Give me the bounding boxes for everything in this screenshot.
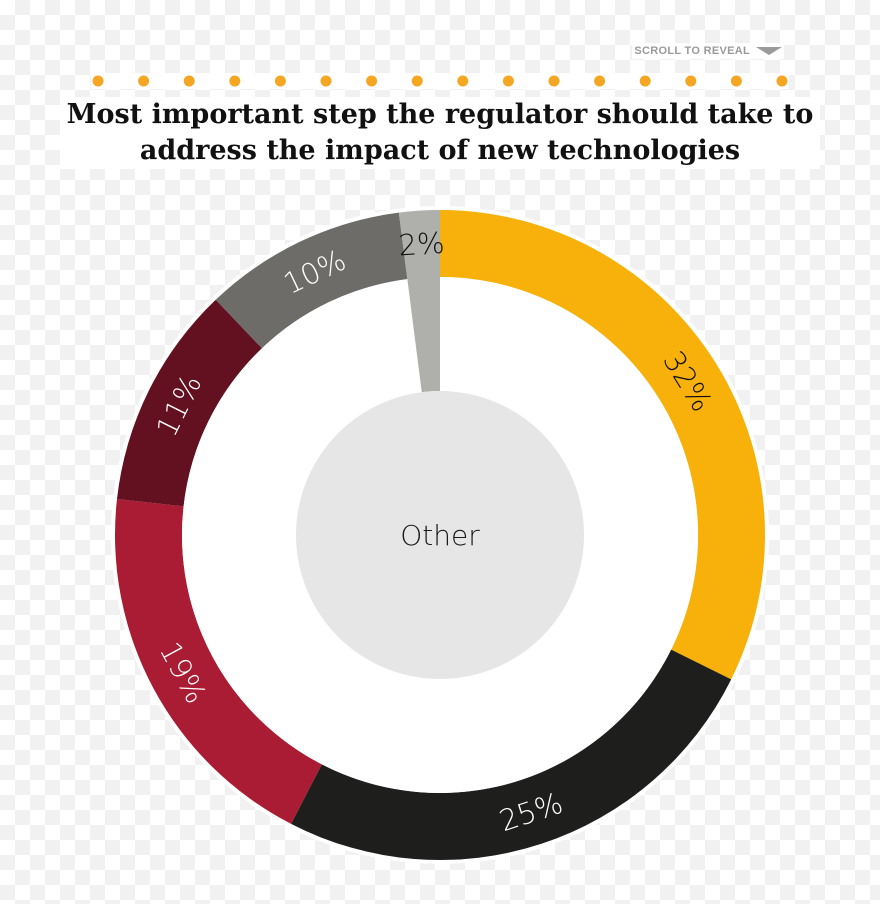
divider-dot [183, 75, 195, 87]
donut-slices [114, 210, 766, 860]
scroll-hint-label: SCROLL TO REVEAL [634, 45, 750, 57]
donut-slice[interactable] [440, 210, 766, 680]
divider-dot [502, 75, 514, 87]
divider-dot [229, 75, 241, 87]
divider-dot [457, 75, 469, 87]
donut-slice[interactable] [291, 649, 732, 860]
divider-dot [639, 75, 651, 87]
highlighted-slice-wedge [407, 275, 440, 393]
donut-slice[interactable] [117, 299, 262, 507]
divider-dot [776, 75, 788, 87]
center-disc [296, 391, 584, 679]
divider-dot [366, 75, 378, 87]
divider-dot [548, 75, 560, 87]
divider-dot [92, 75, 104, 87]
donut-slice[interactable] [114, 498, 322, 824]
divider-dot [594, 75, 606, 87]
divider-dot [274, 75, 286, 87]
divider-dot [138, 75, 150, 87]
divider-dot [730, 75, 742, 87]
dot-divider [91, 73, 789, 89]
center-label: Other [400, 519, 480, 552]
divider-dot [320, 75, 332, 87]
chevron-down-icon [756, 47, 782, 55]
slice-label: 2% [397, 226, 445, 263]
highlighted-slice-callout [407, 275, 440, 393]
scroll-hint[interactable]: SCROLL TO REVEAL [632, 43, 784, 59]
divider-dot [685, 75, 697, 87]
donut-slice[interactable] [398, 210, 440, 280]
divider-dot [411, 75, 423, 87]
donut-slice[interactable] [215, 212, 408, 349]
chart-title: Most important step the regulator should… [60, 97, 820, 169]
